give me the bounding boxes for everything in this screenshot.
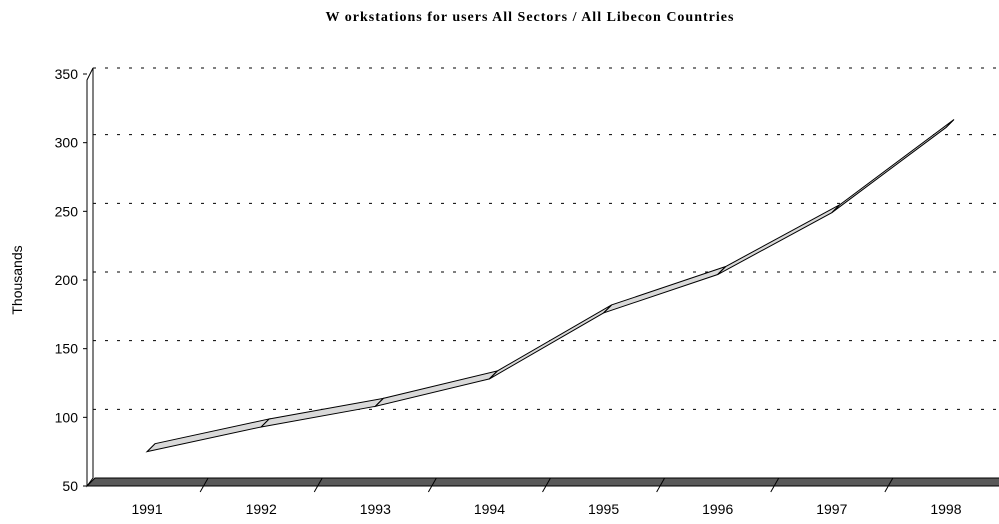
data-point [260,418,270,428]
data-point [603,304,612,314]
data-point [146,443,156,453]
floor-separator [884,477,894,493]
ribbon-segment [259,397,385,428]
ribbon-segment [373,369,500,408]
y-tick-label: 50 [62,478,78,494]
data-point [945,119,955,128]
x-tick-label: 1993 [360,501,391,517]
floor-separator [313,477,323,493]
ribbon-segment [831,119,955,214]
y-tick-label: 100 [55,409,79,425]
ribbon-segment [603,266,727,314]
x-tick-label: 1998 [930,501,961,517]
y-tick-label: 200 [55,272,79,288]
floor-separator [427,477,437,493]
ribbon-segment [489,304,612,380]
chart-title: W orkstations for users All Sectors / Al… [325,10,735,25]
label-layer: 50 100 150 200 250 300 350 1991 1992 1993 1994 1995… [9,66,962,517]
x-tick-label: 1991 [131,501,162,517]
floor-separator [542,477,551,493]
x-tick-label: 1995 [588,501,619,517]
floor-layer [85,477,999,493]
y-tick-label: 350 [55,66,79,82]
data-point [374,397,384,407]
y-axis-wall [86,67,94,488]
axes-layer [83,67,94,488]
floor-separator [656,477,666,493]
y-tick-label: 150 [55,341,79,357]
y-axis-title: Thousands [9,245,25,314]
x-tick-label: 1994 [474,501,505,517]
data-point [717,266,727,275]
x-tick-label: 1997 [816,501,847,517]
y-tick-label: 300 [55,135,79,151]
data-point [489,370,498,380]
data-point [831,204,841,214]
grid-layer [93,67,999,410]
floor-separator [770,477,780,493]
x-tick-label: 1996 [702,501,733,517]
floor [85,477,999,487]
series-layer [145,119,955,453]
floor-separator [199,477,209,493]
ribbon-segment [717,204,841,275]
y-tick-label: 250 [55,203,79,219]
x-tick-label: 1992 [246,501,277,517]
ribbon-segment [145,418,271,453]
